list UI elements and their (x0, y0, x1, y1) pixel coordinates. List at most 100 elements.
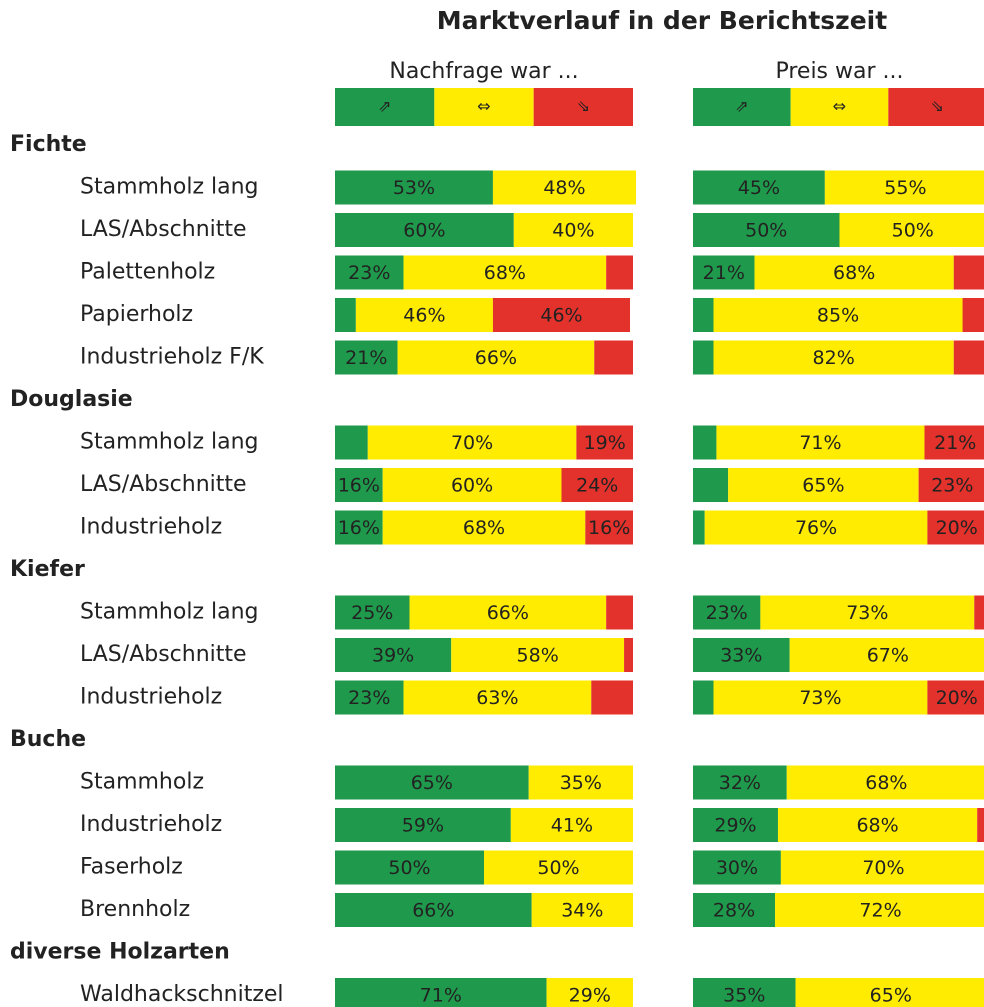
bar-segment (693, 978, 796, 1007)
category-label: Waldhackschnitzel (80, 982, 284, 1007)
value-label: 41% (551, 815, 593, 837)
bar-segment (953, 255, 984, 290)
value-label: 60% (403, 220, 445, 242)
bar-segment (780, 850, 984, 885)
value-label: 50% (537, 857, 579, 879)
category-label: Industrieholz (80, 685, 222, 710)
bar-segment (335, 595, 410, 630)
category-label: LAS/Abschnitte (80, 217, 247, 242)
bar-segment (824, 170, 984, 205)
value-label: 65% (870, 985, 912, 1007)
bar-segment (335, 638, 452, 672)
bar-segment (591, 680, 633, 715)
bar-segment (789, 638, 984, 672)
bar-segment (397, 340, 595, 375)
bar-segment (355, 298, 493, 332)
value-label: 50% (745, 220, 787, 242)
bar-segment (839, 213, 984, 247)
value-label: 21% (934, 432, 976, 454)
bar-segment (927, 680, 984, 715)
value-label: 30% (716, 857, 758, 879)
legend-swatch (693, 88, 791, 126)
category-label: LAS/Abschnitte (80, 472, 247, 497)
bar-segment (693, 340, 714, 375)
legend-label: ⇘ (577, 97, 590, 116)
bar-segment (693, 850, 781, 885)
bar-segment (451, 638, 625, 672)
value-label: 34% (561, 900, 603, 922)
category-label: Stammholz lang (80, 430, 259, 455)
category-label: Stammholz (80, 770, 204, 795)
bar-segment (953, 340, 984, 375)
bar-segment (693, 255, 755, 290)
value-label: 50% (892, 220, 934, 242)
chart-title: Marktverlauf in der Berichtszeit (437, 6, 887, 35)
bar-segment (927, 510, 984, 545)
bar-segment (546, 978, 633, 1007)
value-label: 35% (723, 985, 765, 1007)
legend-swatch (533, 88, 633, 126)
bar-segment (382, 468, 562, 502)
value-label: 46% (540, 305, 582, 327)
bar-segment (367, 425, 577, 460)
value-label: 23% (931, 475, 973, 497)
value-label: 29% (569, 985, 611, 1007)
bar-segment (403, 255, 607, 290)
bar-segment (713, 340, 954, 375)
bar-segment (728, 468, 919, 502)
value-label: 70% (451, 432, 493, 454)
value-label: 65% (802, 475, 844, 497)
bar-segment (693, 170, 825, 205)
value-label: 73% (846, 602, 888, 624)
category-label: Industrieholz F/K (80, 345, 264, 370)
bar-segment (693, 510, 705, 545)
value-label: 32% (719, 772, 761, 794)
bar-segment (335, 170, 493, 205)
value-label: 68% (856, 815, 898, 837)
value-label: 16% (338, 517, 380, 539)
category-label: LAS/Abschnitte (80, 642, 247, 667)
bar-segment (760, 595, 975, 630)
legend-swatch (434, 88, 534, 126)
value-label: 58% (517, 645, 559, 667)
bar-segment (335, 510, 383, 545)
value-label: 48% (543, 177, 585, 199)
bar-segment (492, 298, 631, 332)
bar-segment (594, 340, 633, 375)
value-label: 73% (799, 687, 841, 709)
bar-segment (335, 213, 514, 247)
group-label: Buche (10, 727, 86, 752)
value-label: 68% (865, 772, 907, 794)
legend-label: ⇗ (378, 97, 391, 116)
bar-segment (335, 765, 529, 800)
value-label: 50% (388, 857, 430, 879)
value-label: 29% (714, 815, 756, 837)
bar-segment (713, 680, 928, 715)
bar-segment (335, 255, 404, 290)
bar-segment (484, 850, 633, 885)
value-label: 63% (476, 687, 518, 709)
bar-segment (585, 510, 633, 545)
bar-segment (531, 893, 633, 927)
category-label: Stammholz lang (80, 600, 259, 625)
value-label: 85% (817, 305, 859, 327)
bar-segment (335, 468, 383, 502)
category-label: Stammholz lang (80, 175, 259, 200)
category-label: Faserholz (80, 855, 183, 880)
bar-segment (786, 765, 984, 800)
bar-segment (335, 425, 368, 460)
bar-segment (382, 510, 586, 545)
bar-segment (693, 893, 776, 927)
bar-segment (713, 298, 963, 332)
value-label: 68% (463, 517, 505, 539)
bar-segment (918, 468, 984, 502)
value-label: 59% (402, 815, 444, 837)
bar-segment (693, 595, 761, 630)
bar-segment (335, 893, 532, 927)
value-label: 66% (412, 900, 454, 922)
value-label: 68% (484, 262, 526, 284)
bar-segment (693, 765, 787, 800)
bar-segment (335, 298, 356, 332)
